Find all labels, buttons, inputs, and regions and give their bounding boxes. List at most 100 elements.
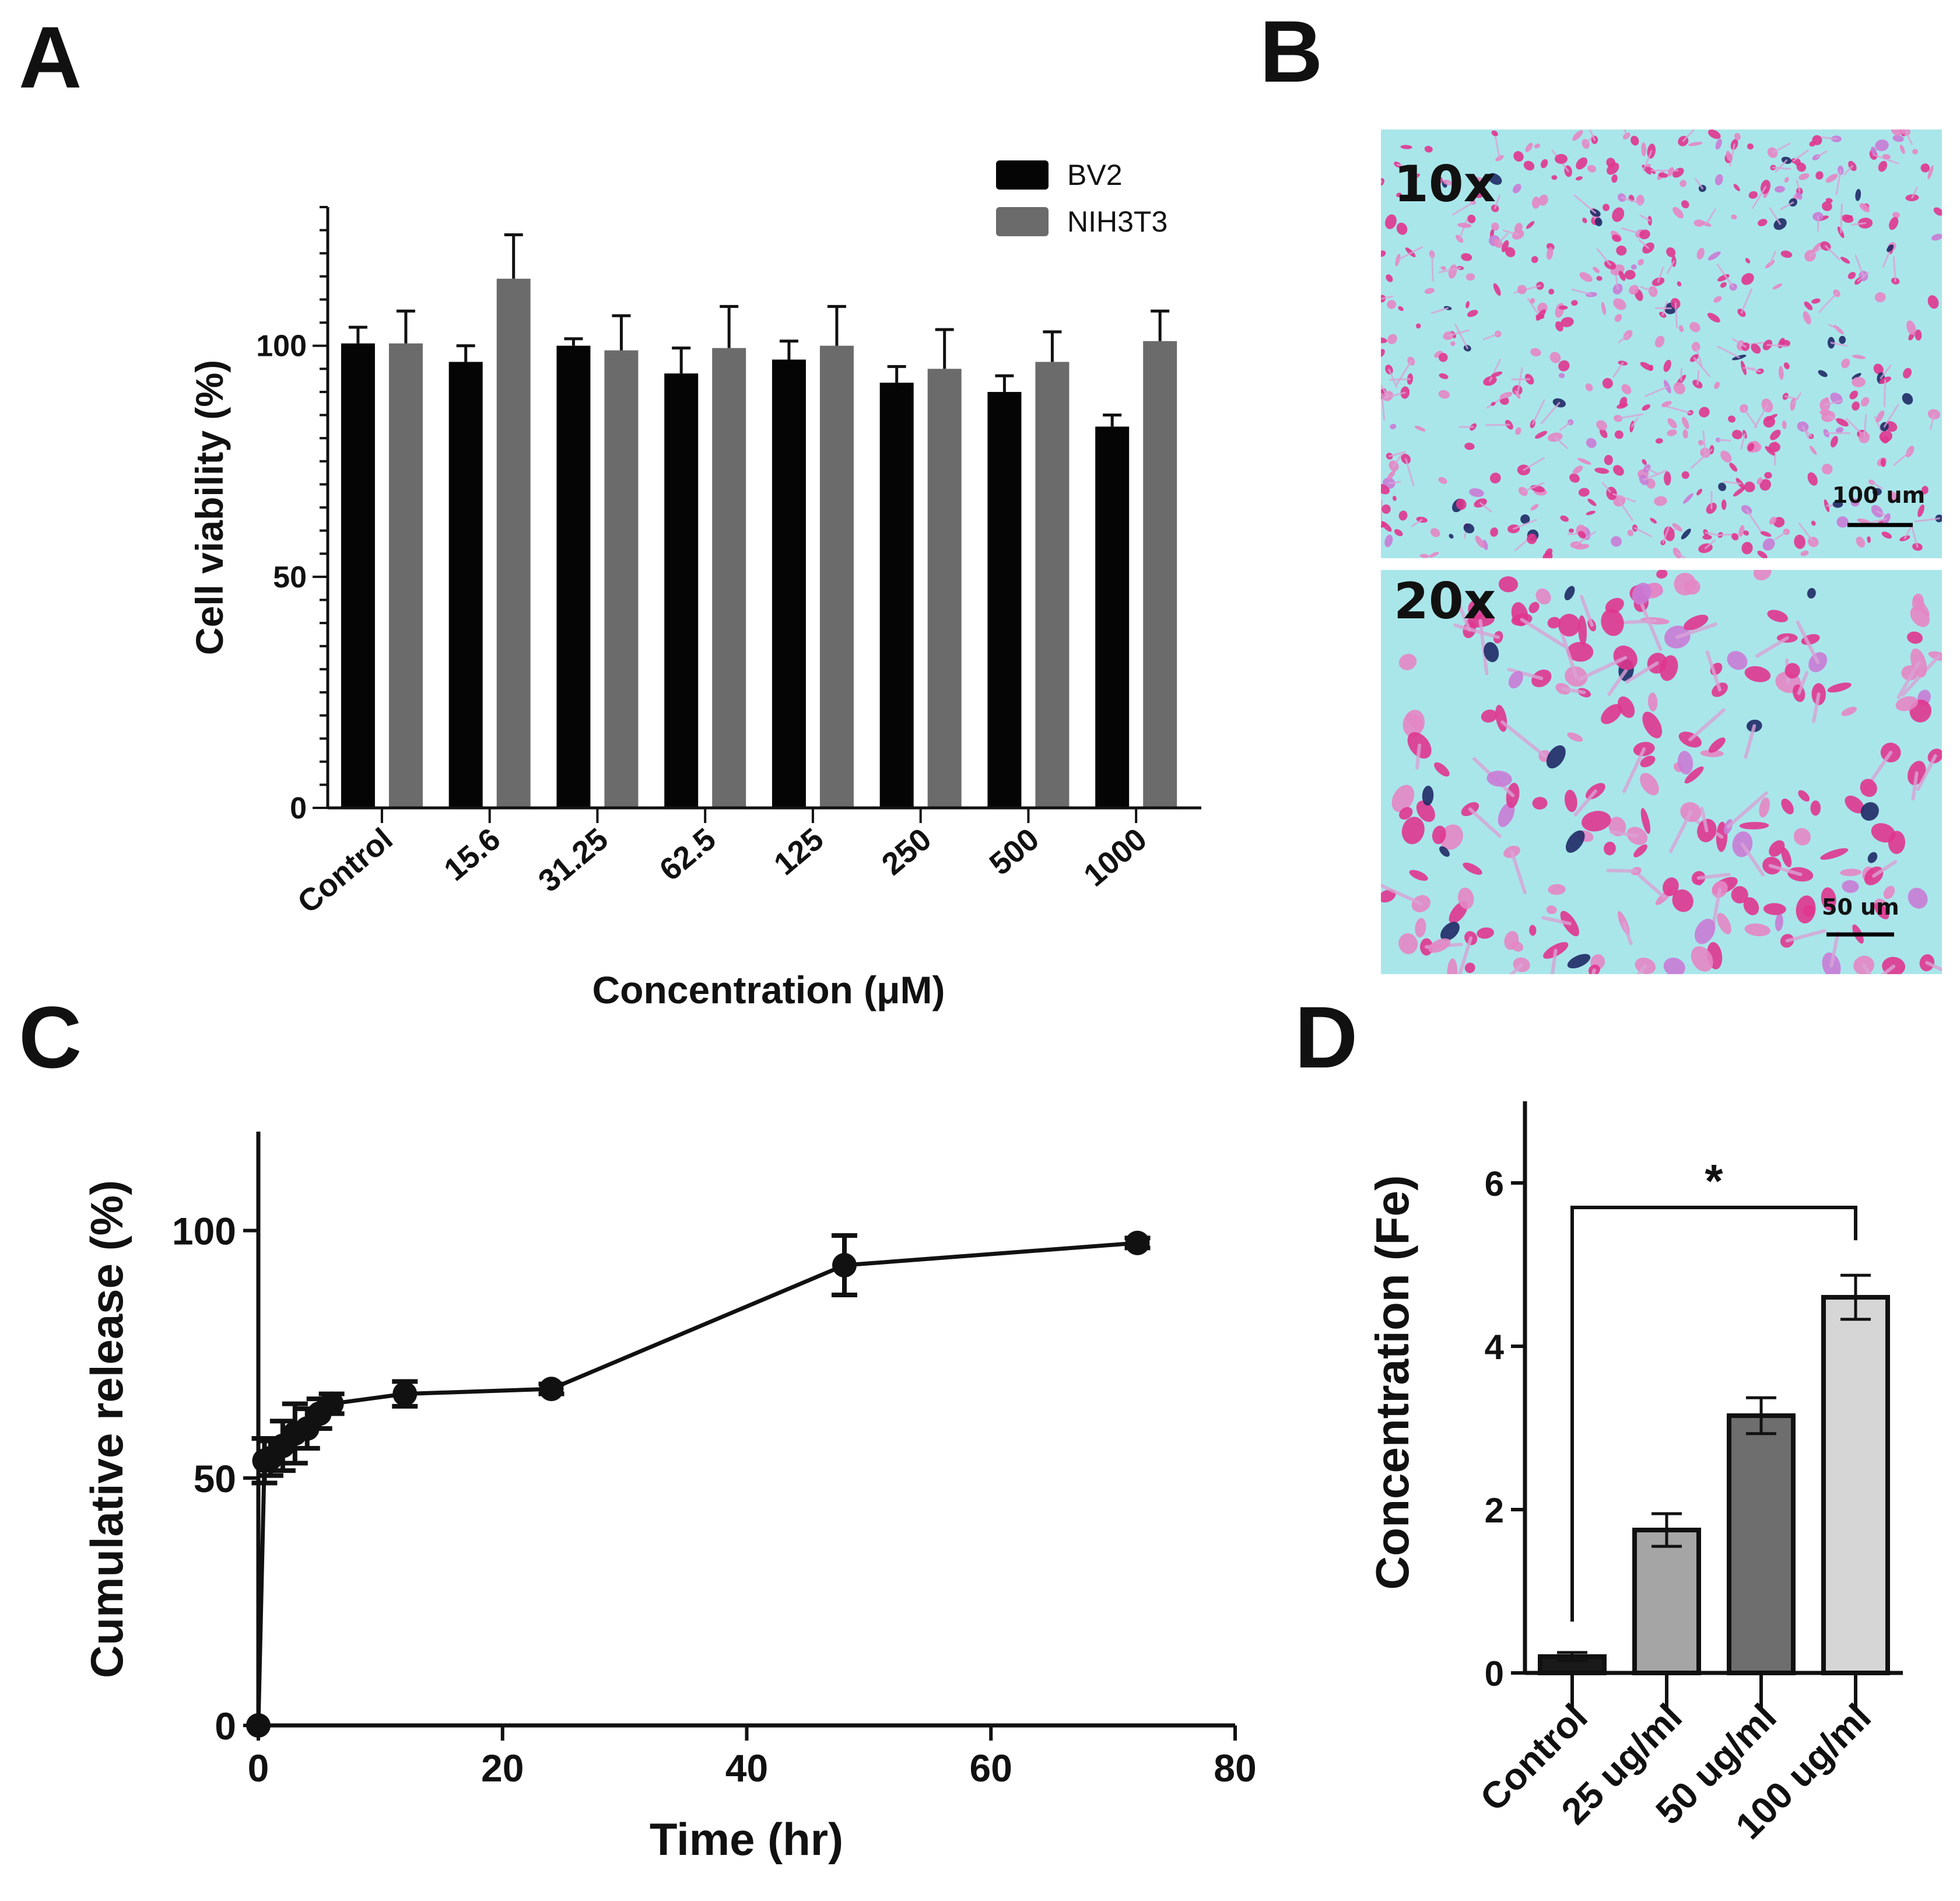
cell (1569, 473, 1580, 483)
cell (1493, 283, 1501, 296)
cell-process (1618, 334, 1629, 344)
cell (1474, 177, 1484, 183)
cell (1381, 890, 1396, 903)
cell (1856, 537, 1866, 548)
cell (1564, 789, 1577, 813)
cell (1660, 655, 1678, 681)
cell (1398, 510, 1408, 521)
cell (1393, 495, 1397, 501)
cell (1720, 450, 1732, 463)
cell (1640, 773, 1659, 796)
cell (1699, 407, 1710, 418)
bar-bv2-6 (987, 391, 1022, 808)
cell (1463, 523, 1475, 534)
cell (1759, 797, 1770, 818)
cell (1734, 132, 1741, 141)
cell (1513, 151, 1524, 162)
cell (1529, 925, 1537, 936)
series-line (256, 1241, 1138, 1726)
cell (1611, 174, 1618, 183)
y-tick-label: 50 (194, 1457, 236, 1500)
cell-process (1500, 720, 1547, 758)
cell (1482, 540, 1488, 550)
cell-process (1925, 961, 1942, 972)
cell-process (1640, 286, 1654, 293)
cell (1726, 150, 1731, 161)
cell (1540, 159, 1548, 169)
cell (1613, 298, 1626, 310)
cell-process (1798, 522, 1814, 543)
cell-process (1857, 272, 1869, 282)
cell-process (1818, 136, 1838, 140)
cell (1429, 552, 1439, 558)
cell (1618, 271, 1626, 281)
cell (1614, 430, 1624, 439)
cell-process (1657, 267, 1664, 283)
cell (1859, 203, 1870, 212)
cell-process (1854, 254, 1864, 277)
cell (1582, 218, 1587, 223)
cell-process (1550, 948, 1558, 974)
bar-bv2-2 (556, 345, 591, 808)
cell-process (1479, 502, 1492, 513)
cell (1604, 841, 1616, 856)
cell (1783, 362, 1790, 370)
cell-process (1793, 149, 1809, 162)
cell (1731, 429, 1743, 439)
cell (1778, 366, 1784, 380)
cell-process (1573, 789, 1597, 817)
bar-bv2-3 (664, 373, 699, 808)
cell-process (1509, 962, 1524, 974)
cell-process (1573, 194, 1597, 214)
cell-process (1845, 418, 1863, 435)
bar-nih3t3-6 (1035, 362, 1070, 808)
cell-process (1755, 636, 1789, 658)
cell (1631, 264, 1637, 270)
cell-process (1502, 229, 1519, 236)
cell (1731, 533, 1739, 541)
cell (1842, 214, 1854, 223)
cell (1419, 554, 1429, 558)
cell-process (1666, 260, 1675, 274)
cell (1387, 470, 1396, 480)
cell (1708, 737, 1726, 753)
cell-process (1589, 129, 1596, 141)
cell (1578, 488, 1590, 497)
cell (1577, 458, 1591, 465)
cell (1871, 146, 1877, 155)
cell (1510, 941, 1524, 952)
cell (1440, 922, 1460, 941)
cell-process (1643, 470, 1667, 481)
cell (1781, 847, 1792, 867)
cell-process (1893, 450, 1911, 466)
x-tick-label: 0 (248, 1746, 269, 1790)
cell (1793, 828, 1811, 846)
panel-label-c: C (19, 988, 82, 1086)
bar-nih3t3-2 (604, 350, 639, 808)
data-point-10 (832, 1253, 857, 1278)
cell (1527, 533, 1537, 544)
cell-process (1559, 630, 1578, 678)
bar-1 (1632, 1528, 1701, 1675)
cell (1824, 397, 1829, 402)
cell (1599, 428, 1608, 438)
cell (1465, 301, 1470, 309)
cell (1770, 429, 1781, 440)
cell (1535, 309, 1546, 321)
cell-process (1726, 791, 1768, 829)
y-tick-label: 2 (1485, 1491, 1504, 1530)
cell-process (1769, 251, 1776, 265)
bar-nih3t3-7 (1143, 341, 1177, 808)
cell-process (1415, 743, 1422, 770)
cell-process (1775, 531, 1787, 540)
cell (1825, 198, 1833, 204)
cell (1633, 844, 1647, 857)
cell (1398, 933, 1418, 954)
cell (1578, 615, 1587, 646)
cell (1481, 709, 1498, 723)
cell-process (1716, 264, 1734, 288)
y-tick-label: 0 (215, 1704, 236, 1748)
cell (1632, 582, 1652, 605)
cell (1715, 138, 1722, 150)
cell (1415, 323, 1421, 329)
